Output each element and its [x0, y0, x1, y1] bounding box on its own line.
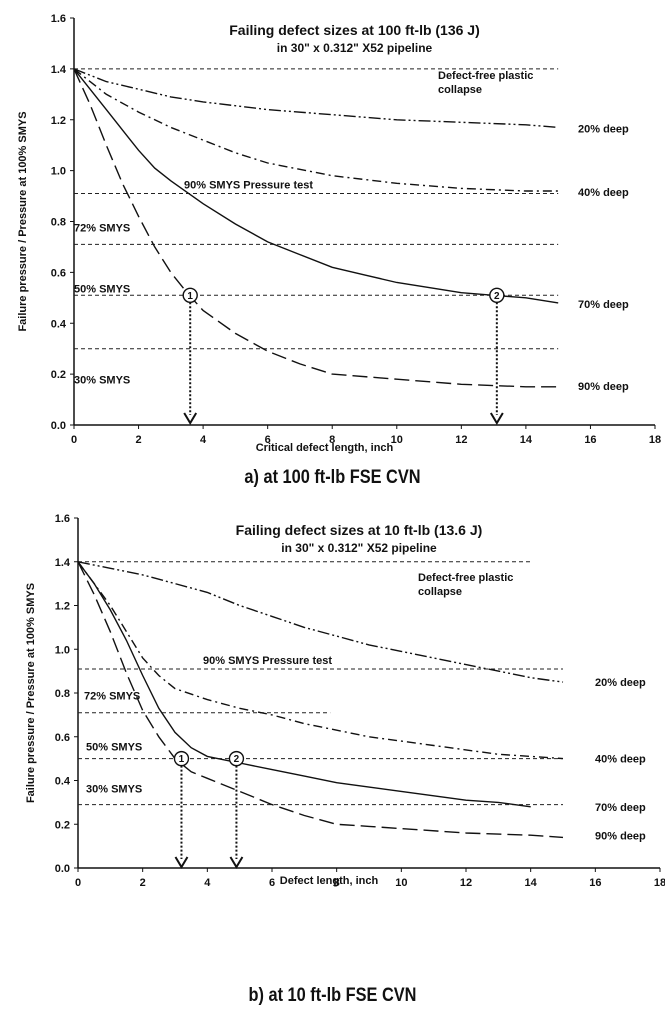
chart-a-annotation: Defect-free plastic [438, 70, 533, 82]
chart-a-reference-label: 90% SMYS Pressure test [184, 180, 313, 192]
chart-a-arrow-head [183, 412, 198, 425]
chart-b-x-tick-label: 6 [269, 877, 275, 889]
chart-a-marker-circle [182, 287, 198, 303]
chart-a-y-tick-label: 1.4 [51, 64, 67, 76]
chart-b-marker-circle [228, 750, 245, 767]
chart-b-x-tick-label: 4 [204, 877, 211, 889]
chart-a-arrow-head [489, 412, 504, 425]
chart-panel-b: 0 2 4 6 8 10 12 14 16 18 0.0 0.2 0.4 0.6 0.8 1.0 1.2 1.4 1… [0, 505, 665, 1009]
chart-a-marker-label: 2 [494, 291, 500, 302]
chart-a-x-tick-label: 12 [455, 434, 467, 446]
chart-b-reference-label: 90% SMYS Pressure test [203, 655, 332, 667]
chart-a-x-axis-title: Critical defect length, inch [256, 442, 394, 454]
chart-b-y-tick-label: 0.2 [55, 819, 70, 831]
chart-a-reference-label: 50% SMYS [74, 283, 130, 295]
chart-b-marker-label: 2 [234, 754, 240, 765]
chart-b-y-axis-title: Failure pressure / Pressure at 100% SMYS [25, 583, 37, 803]
chart-b-subtitle: in 30" x 0.312" X52 pipeline [281, 541, 437, 555]
chart-a-y-tick-label: 1.6 [51, 13, 66, 25]
chart-a-series-line [73, 68, 559, 388]
chart-a-title: Failing defect sizes at 100 ft-lb (136 J… [229, 22, 480, 38]
chart-a-y-tick-label: 0.0 [51, 420, 66, 432]
chart-a-x-tick-label: 0 [71, 434, 77, 446]
chart-b-series-label: 70% deep [595, 802, 646, 814]
chart-b-reference-label: 72% SMYS [84, 691, 140, 703]
chart-a-series-label: 70% deep [578, 299, 629, 311]
chart-a-marker-label: 1 [187, 291, 193, 302]
chart-b-x-tick-label: 8 [334, 877, 340, 889]
chart-a-marker-circle [489, 287, 505, 303]
chart-a-x-tick-label: 6 [265, 434, 271, 446]
chart-b-y-tick-label: 1.0 [55, 644, 70, 656]
chart-a-x-tick-label: 10 [391, 434, 403, 446]
chart-a-series-label: 40% deep [578, 187, 629, 199]
chart-a-annotation: collapse [438, 84, 482, 96]
chart-b-x-tick-label: 0 [75, 877, 81, 889]
chart-a: 0 2 4 6 8 10 12 14 16 180.00.20.40.60.81.01.21.41… [17, 13, 661, 454]
chart-a-series-line [73, 68, 559, 129]
chart-a-y-tick-label: 0.6 [51, 267, 66, 279]
chart-b-x-tick-label: 10 [395, 877, 407, 889]
chart-a-y-tick-label: 0.2 [51, 369, 66, 381]
chart-a-x-tick-label: 8 [329, 434, 335, 446]
chart-a-subtitle: in 30" x 0.312" X52 pipeline [277, 41, 433, 55]
chart-a-y-tick-label: 0.8 [51, 217, 66, 229]
chart-b-y-tick-label: 0.8 [55, 688, 70, 700]
chart-b-y-tick-label: 1.4 [55, 557, 71, 569]
chart-b-annotation: collapse [418, 586, 462, 598]
chart-a-x-tick-label: 16 [584, 434, 596, 446]
chart-b-y-tick-label: 0.0 [55, 863, 70, 875]
chart-a-caption: a) at 100 ft-lb FSE CVN [244, 467, 421, 488]
chart-b-y-tick-label: 1.6 [55, 513, 70, 525]
chart-b-marker-circle [173, 750, 190, 767]
chart-b-arrow-head [229, 856, 244, 869]
chart-b-x-axis-title: Defect length, inch [280, 875, 379, 887]
chart-b-y-tick-label: 0.4 [55, 776, 71, 788]
chart-a-reference-label: 72% SMYS [74, 222, 130, 234]
chart-b-series-line [77, 561, 564, 839]
chart-a-x-tick-label: 18 [649, 434, 661, 446]
chart-b-arrow-head [174, 856, 189, 869]
chart-a-series-label: 20% deep [578, 123, 629, 135]
chart-a-reference-label: 30% SMYS [74, 375, 130, 387]
chart-b-series-line [77, 561, 564, 683]
chart-panel-a: 0 2 4 6 8 10 12 14 16 18 0.0 0.2 0.4 0.6 0.8 1.0 1.2 1.4 1… [17, 13, 661, 488]
chart-a-y-tick-label: 1.2 [51, 115, 66, 127]
chart-b-series-label: 20% deep [595, 677, 646, 689]
chart-b-y-tick-label: 1.2 [55, 601, 70, 613]
chart-b-series-line [77, 561, 531, 808]
chart-b-annotation: Defect-free plastic [418, 572, 513, 584]
chart-b-reference-label: 50% SMYS [86, 742, 142, 754]
chart-b-x-tick-label: 18 [654, 877, 665, 889]
chart-a-series-line [73, 68, 559, 304]
chart-b-reference-label: 30% SMYS [86, 784, 142, 796]
chart-b-x-tick-label: 16 [589, 877, 601, 889]
chart-a-y-tick-label: 1.0 [51, 166, 66, 178]
chart-b-series-line [77, 561, 564, 760]
chart-a-x-tick-label: 14 [520, 434, 533, 446]
chart-a-y-axis-title: Failure pressure / Pressure at 100% SMYS [17, 111, 29, 331]
chart-b-y-tick-label: 0.6 [55, 732, 70, 744]
chart-b-series-label: 40% deep [595, 754, 646, 766]
chart-a-series-line [73, 68, 559, 192]
chart-b-marker-label: 1 [179, 754, 185, 765]
chart-b-caption: b) at 10 ft-lb FSE CVN [248, 985, 417, 1006]
chart-a-x-tick-label: 2 [135, 434, 141, 446]
chart-b-x-tick-label: 12 [460, 877, 472, 889]
chart-b-series-label: 90% deep [595, 830, 646, 842]
chart-b-title: Failing defect sizes at 10 ft-lb (13.6 J… [236, 522, 483, 538]
chart-a-series-label: 90% deep [578, 381, 629, 393]
chart-a-y-tick-label: 0.4 [51, 318, 67, 330]
chart-b-x-tick-label: 2 [140, 877, 146, 889]
chart-b-x-tick-label: 14 [525, 877, 538, 889]
chart-a-x-tick-label: 4 [200, 434, 207, 446]
chart-b: 0 2 4 6 8 10 12 14 16 180.00.20.40.60.81.01.21.41… [25, 513, 665, 889]
